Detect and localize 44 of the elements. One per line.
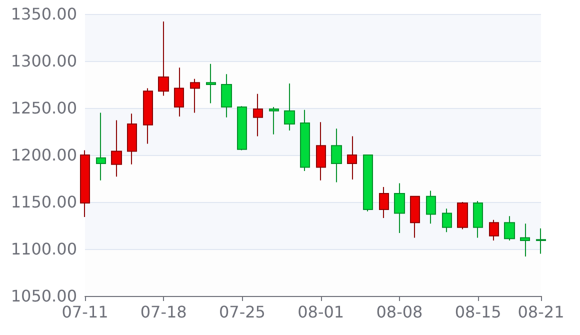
candlestick <box>206 63 216 104</box>
candlestick <box>80 150 90 218</box>
candlestick <box>111 120 122 178</box>
candlestick <box>536 228 546 254</box>
candlestick <box>143 88 153 144</box>
candlestick <box>237 106 247 151</box>
candlestick <box>284 83 295 132</box>
x-tick-label: 08-15 <box>454 302 502 322</box>
candlestick <box>190 78 200 114</box>
candlestick <box>347 136 357 180</box>
candlestick <box>221 74 232 118</box>
candlestick <box>520 223 530 258</box>
y-tick-label: 1050.00 <box>10 286 77 306</box>
x-tick-label: 08-08 <box>376 302 423 322</box>
candlestick <box>442 208 452 233</box>
candlestick <box>331 128 342 183</box>
y-tick-label: 1350.00 <box>10 4 77 24</box>
x-tick-label: 07-18 <box>140 302 187 322</box>
candlestick <box>174 67 184 117</box>
candlestick <box>158 21 169 96</box>
y-tick-label: 1300.00 <box>10 52 77 70</box>
y-tick-label: 1200.00 <box>10 146 77 164</box>
candlestick <box>426 190 436 224</box>
candlestick <box>379 186 389 218</box>
candlestick <box>269 106 279 135</box>
candlestick <box>473 200 483 238</box>
y-tick-label: 1250.00 <box>10 98 77 118</box>
x-tick-label: 07-25 <box>218 302 266 322</box>
x-tick-label: 08-21 <box>518 302 564 322</box>
x-tick-label: 08-01 <box>298 302 344 322</box>
candlestick <box>394 182 405 234</box>
y-tick-label: 1150.00 <box>10 192 77 212</box>
candlestick <box>300 109 310 172</box>
candlestick <box>489 219 499 242</box>
y-tick-label: 1100.00 <box>10 240 77 258</box>
candlestick <box>457 202 468 230</box>
candlestick <box>316 122 326 181</box>
x-tick-label: 07-11 <box>62 302 108 322</box>
candlestick <box>504 216 515 242</box>
candlestick <box>363 154 373 212</box>
candlestick <box>410 196 420 238</box>
candlestick <box>96 112 106 181</box>
candlestick <box>127 113 137 165</box>
candlestick <box>253 93 263 137</box>
